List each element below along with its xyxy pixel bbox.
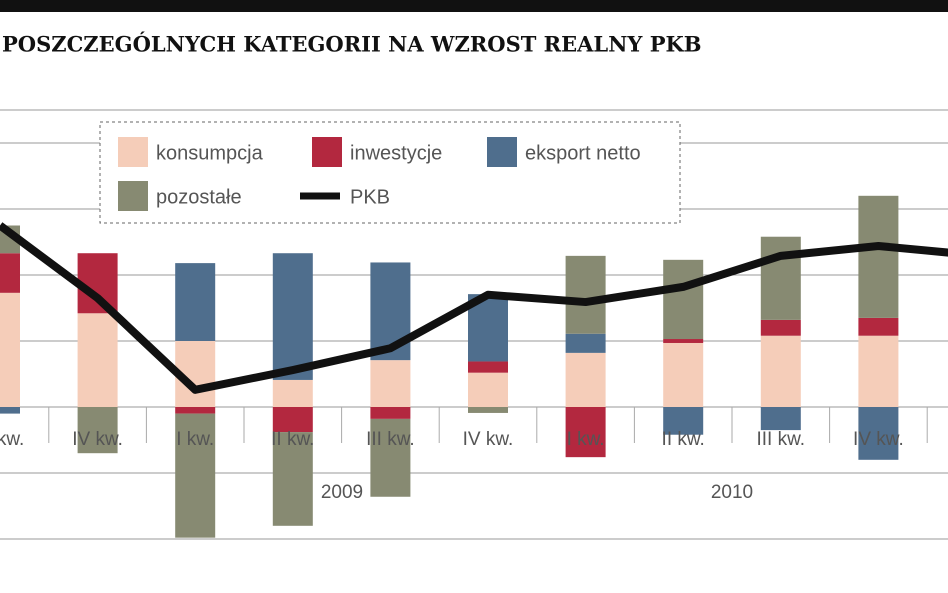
legend-label: PKB bbox=[350, 186, 390, 208]
bar-segment bbox=[663, 342, 704, 407]
bar-segment bbox=[0, 407, 20, 414]
legend-swatch bbox=[118, 137, 148, 167]
bar-segment bbox=[858, 335, 899, 407]
bar-segment bbox=[175, 413, 216, 538]
x-tick-label: IV kw. bbox=[463, 429, 514, 450]
bar-segment bbox=[272, 253, 313, 380]
legend-swatch bbox=[312, 137, 342, 167]
bar-segment bbox=[370, 407, 411, 419]
bar-segment bbox=[468, 407, 508, 413]
bar-segment bbox=[0, 292, 20, 407]
legend-box bbox=[99, 121, 681, 224]
year-label: 2010 bbox=[711, 482, 753, 503]
bar-segment bbox=[565, 407, 606, 458]
bar-segment bbox=[858, 195, 899, 318]
bar-segment bbox=[0, 253, 20, 293]
chart-title: POSZCZEGÓLNYCH KATEGORII NA WZROST REALN… bbox=[2, 32, 702, 57]
legend-label: inwestycje bbox=[350, 142, 442, 164]
year-label: 2009 bbox=[321, 482, 363, 503]
legend-label: konsumpcja bbox=[156, 142, 264, 164]
x-tick-label: II kw. bbox=[662, 429, 705, 450]
bar-segment bbox=[272, 432, 313, 526]
bar-segment bbox=[663, 407, 704, 435]
bar-segment bbox=[175, 407, 216, 414]
bar-segment bbox=[760, 236, 801, 320]
bar-segment bbox=[272, 407, 313, 433]
bar-segment bbox=[565, 352, 606, 407]
bar-segment bbox=[175, 263, 216, 341]
x-tick-label: IV kw. bbox=[72, 429, 123, 450]
bar-segment bbox=[663, 339, 704, 343]
bar-segment bbox=[565, 255, 606, 334]
bar-segment bbox=[370, 360, 411, 407]
x-tick-label: II kw. bbox=[271, 429, 314, 450]
bar-segment bbox=[77, 407, 118, 454]
bar-segment bbox=[468, 361, 508, 373]
legend-swatch bbox=[487, 137, 517, 167]
x-tick-label: III kw. bbox=[366, 429, 415, 450]
bar-segment bbox=[858, 407, 899, 460]
x-tick-label: I kw. bbox=[176, 429, 214, 450]
bar-segment bbox=[760, 319, 801, 336]
bar-segment bbox=[858, 317, 899, 336]
legend-swatch bbox=[118, 181, 148, 211]
x-tick-label: I kw. bbox=[567, 429, 605, 450]
bar-segment bbox=[272, 379, 313, 407]
legend-label: pozostałe bbox=[156, 186, 242, 208]
bar-segment bbox=[77, 313, 118, 407]
bar-segment bbox=[663, 259, 704, 340]
bar-segment bbox=[565, 333, 606, 353]
legend-label: eksport netto bbox=[525, 142, 641, 164]
pkb-line bbox=[0, 222, 948, 394]
bar-segment bbox=[370, 418, 411, 497]
x-tick-label: III kw. bbox=[0, 429, 24, 450]
bar-segment bbox=[760, 335, 801, 407]
bar-segment bbox=[468, 372, 508, 407]
top-bar bbox=[0, 0, 948, 12]
bar-segment bbox=[760, 407, 801, 431]
x-tick-label: III kw. bbox=[757, 429, 806, 450]
x-tick-label: IV kw. bbox=[853, 429, 904, 450]
